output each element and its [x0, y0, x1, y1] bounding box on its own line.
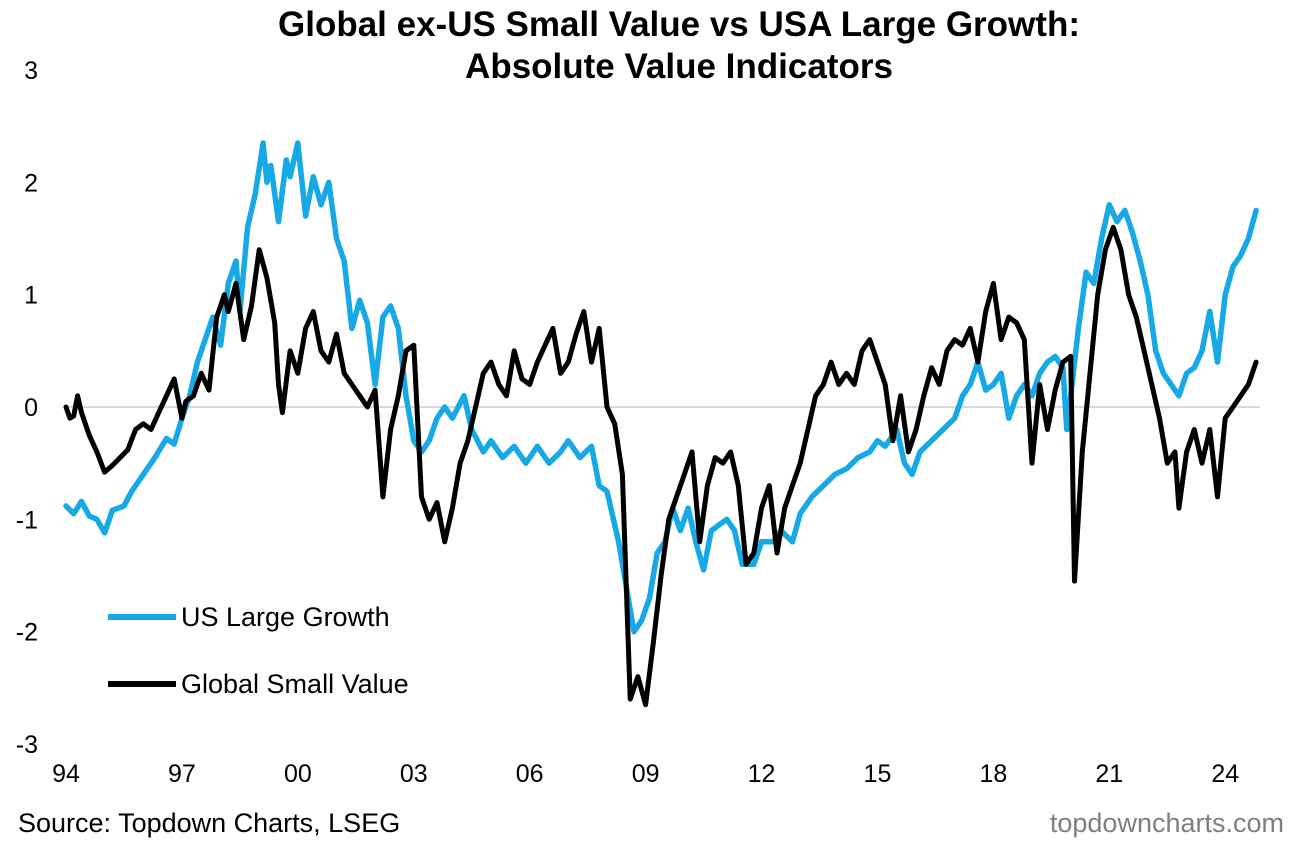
x-tick-label: 03	[400, 760, 428, 788]
x-tick-label: 18	[979, 760, 1007, 788]
y-tick-label: 2	[24, 169, 38, 197]
legend-label-us-large-growth: US Large Growth	[181, 602, 390, 632]
series-layer	[63, 140, 1259, 708]
legend: US Large Growth Global Small Value	[108, 602, 409, 699]
x-axis: 94 97 00 03 06 09 12 15 18 21 24	[52, 760, 1239, 788]
y-axis: 3 2 1 0 -1 -2 -3	[16, 57, 38, 759]
y-tick-label: -1	[16, 506, 38, 534]
legend-label-global-small-value: Global Small Value	[181, 669, 409, 699]
x-tick-label: 00	[284, 760, 312, 788]
x-tick-label: 24	[1211, 760, 1239, 788]
x-tick-label: 12	[748, 760, 776, 788]
x-tick-label: 09	[632, 760, 660, 788]
x-tick-label: 06	[516, 760, 544, 788]
x-tick-label: 21	[1095, 760, 1123, 788]
y-tick-label: 3	[24, 57, 38, 85]
x-tick-label: 94	[52, 760, 80, 788]
watermark: topdowncharts.com	[1049, 808, 1284, 838]
y-tick-label: 1	[24, 282, 38, 310]
series-line-global-small-value	[63, 224, 1259, 708]
chart-title: Global ex-US Small Value vs USA Large Gr…	[278, 5, 1080, 86]
x-tick-label: 97	[168, 760, 196, 788]
source-note: Source: Topdown Charts, LSEG	[18, 808, 401, 838]
y-tick-label: -3	[16, 731, 38, 759]
x-tick-label: 15	[864, 760, 892, 788]
y-tick-label: 0	[24, 394, 38, 422]
y-tick-label: -2	[16, 619, 38, 647]
